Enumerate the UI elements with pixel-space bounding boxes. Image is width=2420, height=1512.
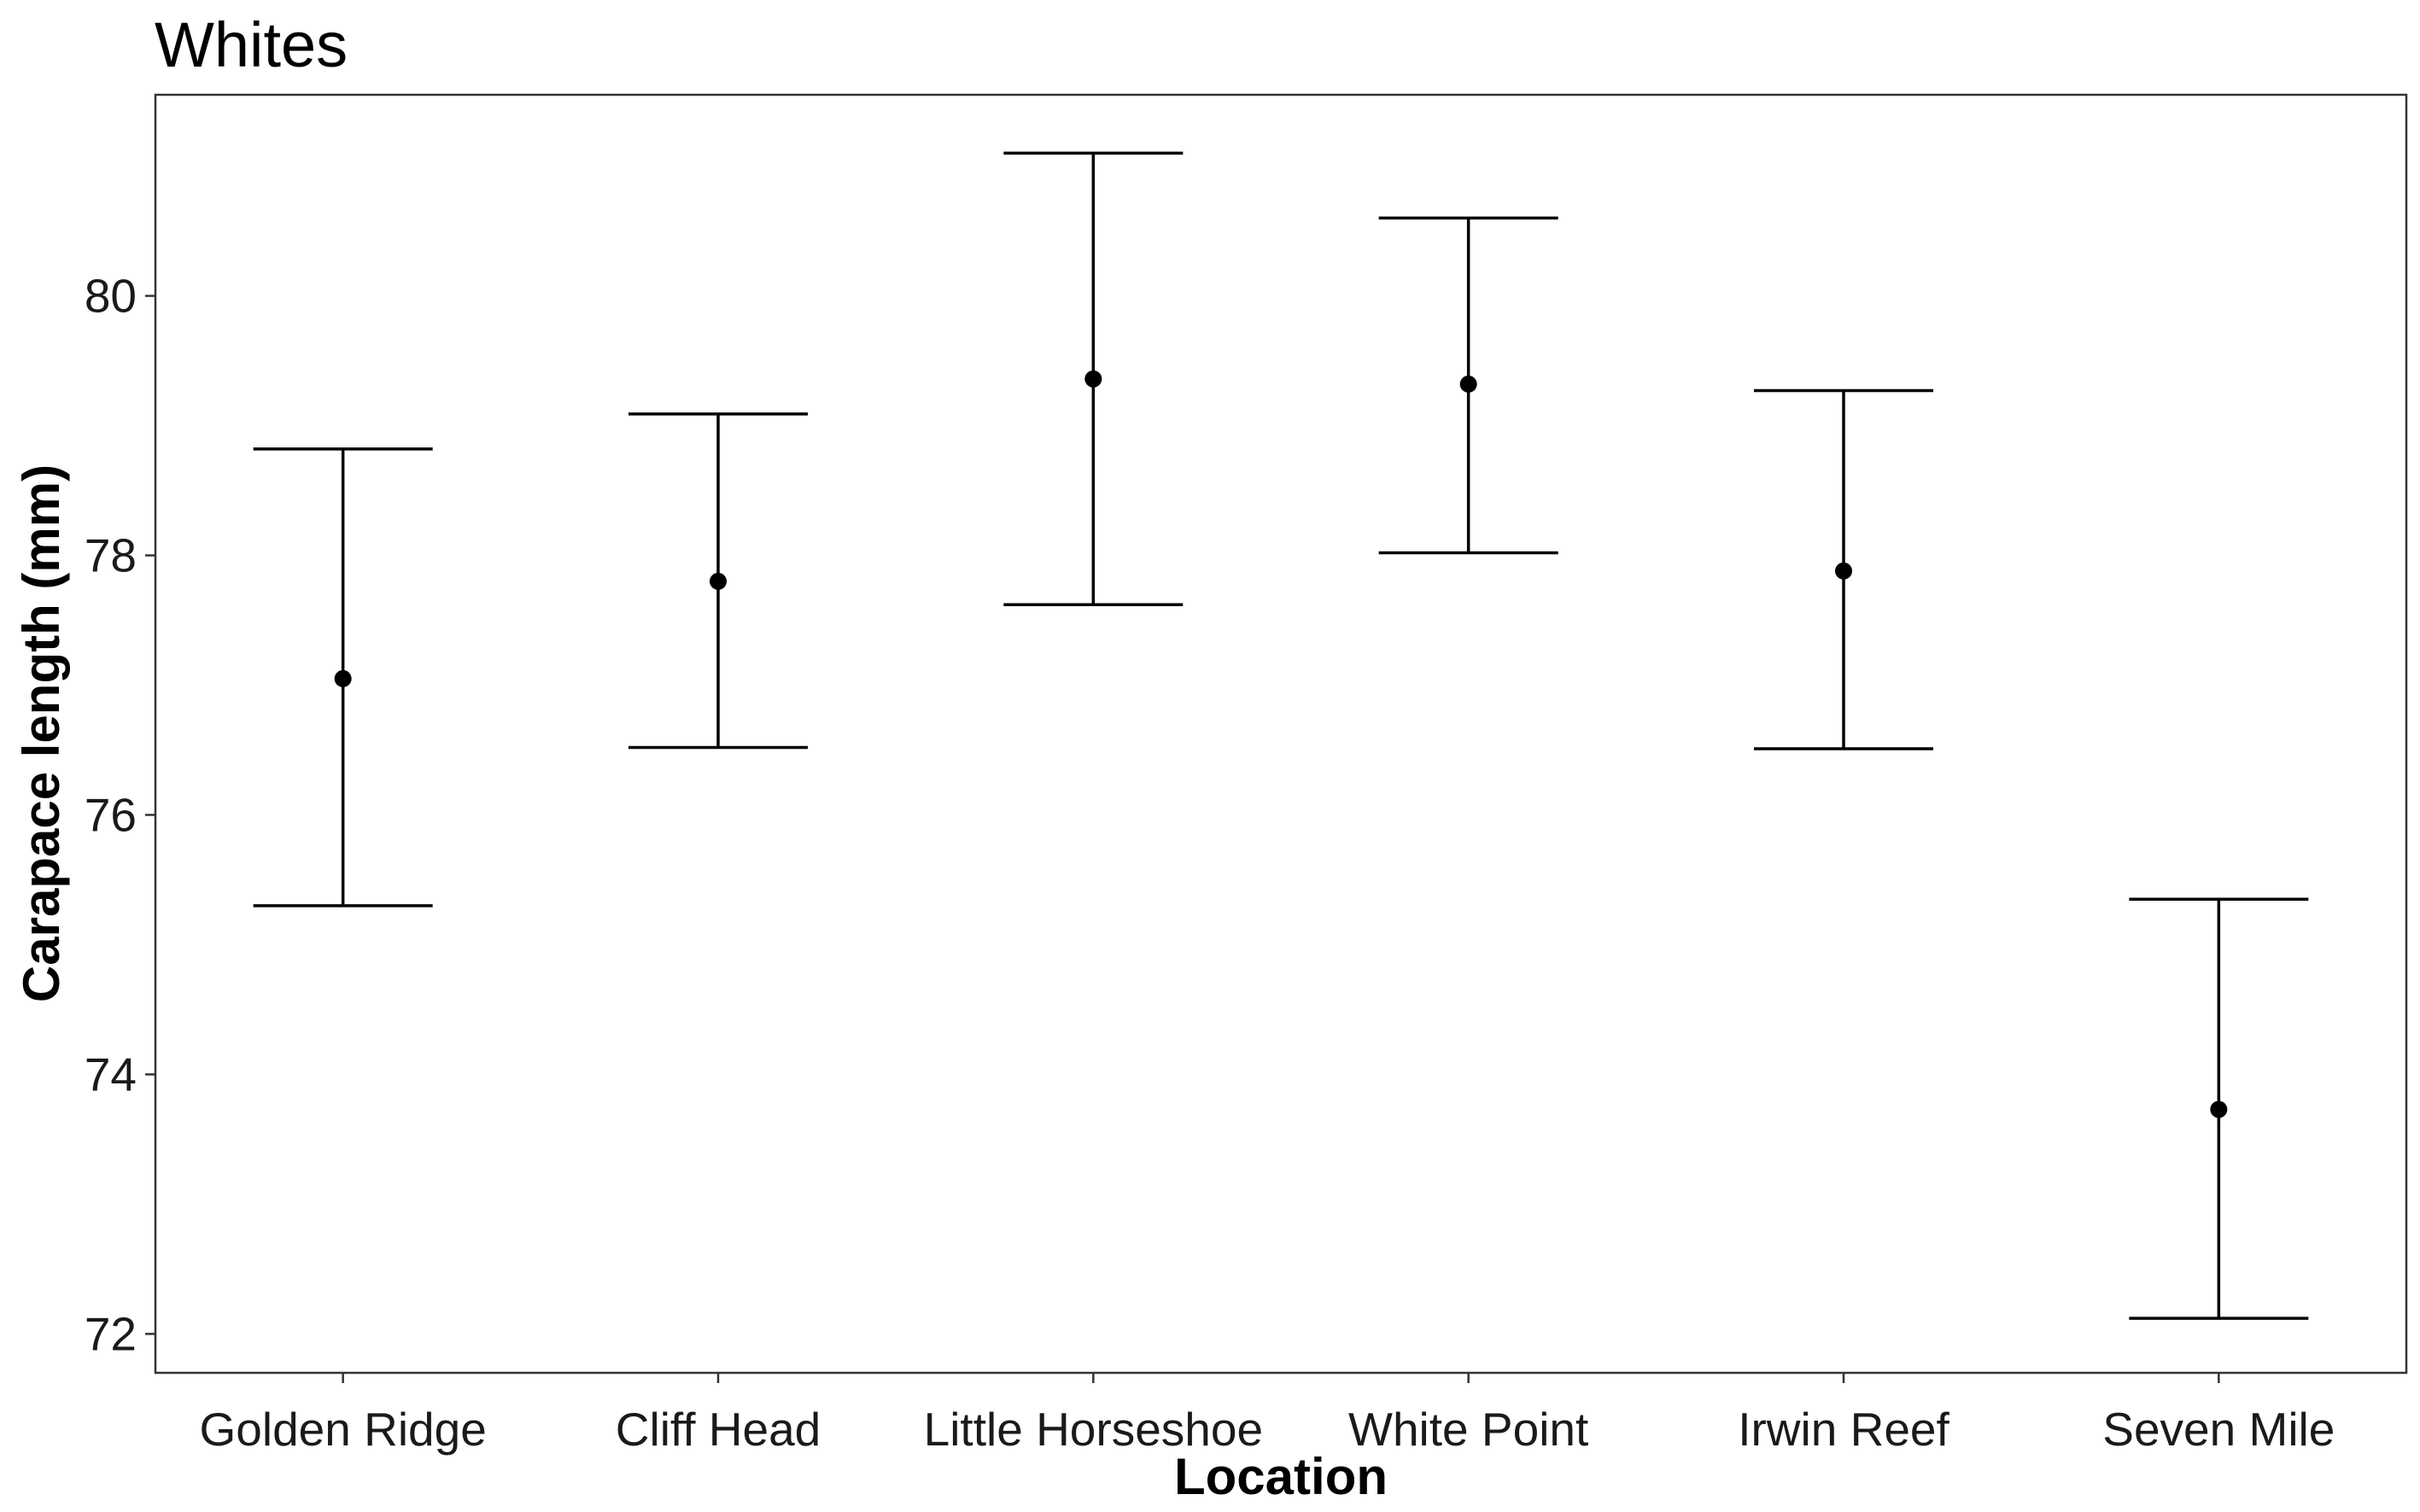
mean-point <box>2210 1100 2228 1118</box>
y-tick-label: 76 <box>85 788 137 841</box>
mean-point <box>1459 375 1477 393</box>
mean-point <box>334 669 352 687</box>
x-axis: Golden Ridge Cliff Head Little Horseshoe Wh… <box>199 1373 2335 1456</box>
mean-point <box>710 572 727 590</box>
y-tick-label: 80 <box>85 270 137 323</box>
x-tick-label: Golden Ridge <box>199 1403 486 1456</box>
chart-title: Whites <box>155 9 348 80</box>
error-bar-group <box>1003 151 1184 607</box>
y-axis: 72 74 76 78 80 <box>85 270 155 1360</box>
y-tick-label: 74 <box>85 1048 137 1100</box>
x-axis-title: Location <box>1174 1448 1388 1505</box>
x-tick-label: Little Horseshoe <box>924 1403 1263 1456</box>
y-axis-title: Carapace length (mm) <box>13 464 70 1002</box>
x-tick-label: Seven Mile <box>2102 1403 2335 1456</box>
y-tick-label: 78 <box>85 529 137 582</box>
error-bar-group <box>1754 388 1933 750</box>
error-bar-group <box>253 447 433 908</box>
error-bar-group <box>628 412 808 750</box>
y-tick-label: 72 <box>85 1307 137 1360</box>
mean-point <box>1084 370 1102 388</box>
plot-panel <box>154 93 2408 1375</box>
error-bars <box>253 151 2309 1320</box>
error-bar-group <box>2129 897 2309 1320</box>
error-bar-group <box>1378 216 1558 555</box>
x-tick-label: Irwin Reef <box>1738 1403 1949 1456</box>
x-tick-label: Cliff Head <box>616 1403 821 1456</box>
x-tick-label: White Point <box>1348 1403 1588 1456</box>
mean-point <box>1835 562 1852 580</box>
